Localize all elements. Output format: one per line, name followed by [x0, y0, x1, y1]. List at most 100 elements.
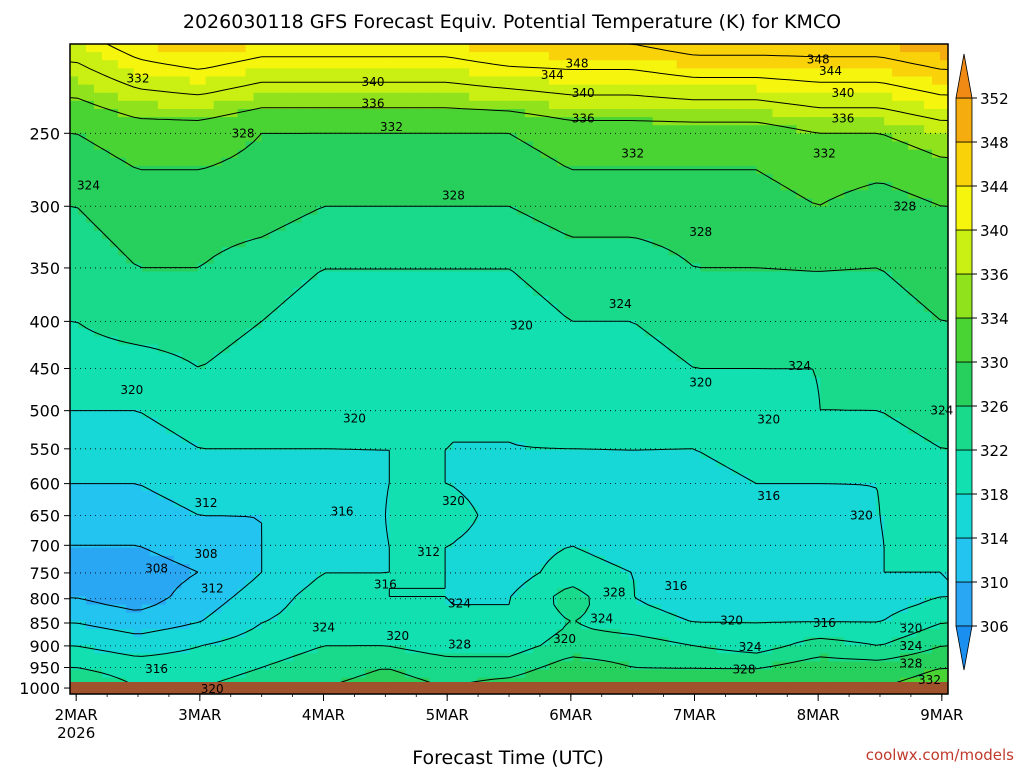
heat-cell — [229, 157, 239, 167]
heat-cell — [580, 239, 590, 248]
heat-cell — [916, 352, 925, 362]
heat-cell — [205, 84, 215, 94]
heat-cell — [349, 141, 358, 151]
heat-cell — [181, 60, 191, 69]
heat-cell — [237, 165, 247, 175]
heat-cell — [740, 312, 750, 321]
heat-cell — [485, 271, 494, 281]
heat-cell — [253, 336, 263, 346]
heat-cell — [93, 401, 103, 411]
heat-cell — [700, 279, 710, 289]
heat-cell — [77, 271, 87, 281]
heat-cell — [532, 377, 542, 386]
heat-cell — [716, 328, 726, 338]
heat-cell — [836, 230, 845, 240]
heat-cell — [588, 214, 598, 224]
heat-cell — [285, 279, 295, 289]
heat-cell — [285, 133, 295, 143]
heat-cell — [365, 360, 374, 370]
heat-cell — [373, 239, 382, 248]
heat-cell — [493, 385, 502, 394]
heat-cell — [85, 320, 95, 329]
heat-cell — [932, 141, 941, 151]
heat-cell — [77, 157, 87, 167]
heat-cell — [173, 68, 183, 78]
heat-cell — [612, 352, 622, 362]
heat-cell — [373, 190, 382, 199]
heat-cell — [796, 287, 805, 297]
heat-cell — [940, 133, 949, 143]
heat-cell — [892, 328, 901, 338]
heat-cell — [429, 190, 438, 199]
heat-cell — [397, 117, 406, 126]
heat-cell — [876, 304, 885, 313]
heat-cell — [764, 401, 773, 411]
heat-cell — [317, 385, 327, 394]
heat-cell — [628, 271, 638, 281]
heat-cell — [852, 352, 861, 362]
heat-cell — [421, 157, 430, 167]
heat-cell — [341, 84, 350, 94]
heat-cell — [516, 157, 526, 167]
heat-cell — [437, 239, 446, 248]
heat-cell — [469, 239, 478, 248]
heat-cell — [213, 271, 223, 281]
heat-cell — [572, 393, 582, 403]
heat-cell — [461, 174, 470, 183]
heat-cell — [109, 344, 119, 354]
heat-cell — [708, 190, 718, 199]
heat-cell — [325, 76, 334, 86]
heat-cell — [477, 182, 486, 191]
heat-cell — [285, 141, 295, 151]
heat-cell — [812, 287, 821, 297]
heat-cell — [572, 214, 582, 224]
heat-cell — [213, 393, 223, 403]
heat-cell — [317, 328, 327, 338]
heat-cell — [796, 369, 805, 378]
heat-cell — [876, 68, 885, 78]
heat-cell — [796, 165, 805, 175]
heat-cell — [820, 239, 829, 248]
heat-cell — [317, 312, 327, 321]
heat-cell — [229, 377, 239, 386]
heat-cell — [109, 312, 119, 321]
heat-cell — [820, 165, 829, 175]
heat-cell — [532, 263, 542, 273]
heat-cell — [876, 149, 885, 159]
heat-cell — [269, 214, 279, 224]
heat-cell — [293, 320, 303, 329]
heat-cell — [580, 76, 590, 86]
heat-cell — [445, 336, 454, 346]
heat-cell — [780, 174, 789, 183]
heat-cell — [572, 76, 582, 86]
heat-cell — [652, 157, 662, 167]
heat-cell — [812, 206, 821, 216]
heat-cell — [868, 287, 877, 297]
heat-cell — [93, 206, 103, 216]
heat-cell — [756, 109, 766, 118]
heat-cell — [540, 141, 550, 151]
heat-cell — [596, 247, 606, 256]
heat-cell — [940, 84, 949, 94]
heat-cell — [580, 401, 590, 411]
heat-cell — [820, 287, 829, 297]
heat-cell — [197, 133, 207, 143]
heat-cell — [700, 393, 710, 403]
heat-cell — [700, 60, 710, 69]
heat-cell — [524, 295, 534, 305]
heat-cell — [772, 304, 781, 313]
heat-cell — [413, 360, 422, 370]
heat-cell — [109, 279, 119, 289]
heat-cell — [365, 60, 374, 69]
heat-cell — [213, 255, 223, 264]
heat-cell — [341, 182, 350, 191]
heat-cell — [341, 344, 350, 354]
heat-cell — [556, 149, 566, 159]
heat-cell — [780, 263, 789, 273]
heat-cell — [532, 393, 542, 403]
heat-cell — [133, 165, 143, 175]
heat-cell — [469, 157, 478, 167]
heat-cell — [852, 312, 861, 321]
heat-cell — [245, 230, 255, 240]
heat-cell — [357, 401, 366, 411]
